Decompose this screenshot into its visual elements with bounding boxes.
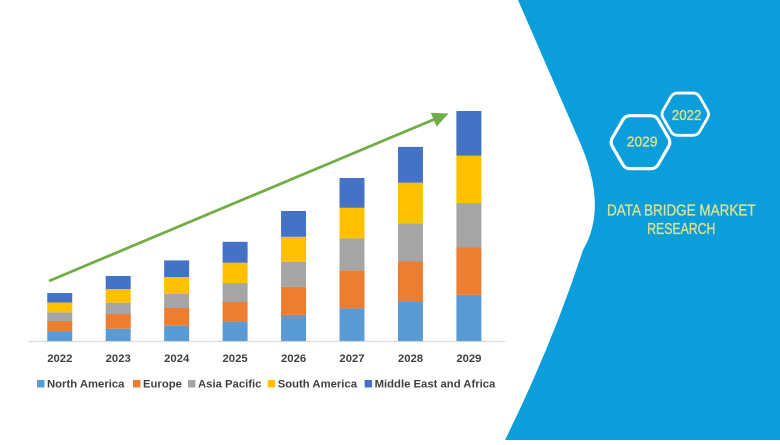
svg-text:2029: 2029 bbox=[627, 133, 658, 150]
svg-text:North America: North America bbox=[47, 378, 125, 390]
svg-text:2026: 2026 bbox=[281, 353, 306, 365]
svg-text:Middle East and Africa: Middle East and Africa bbox=[375, 378, 496, 390]
svg-text:Europe: Europe bbox=[143, 378, 182, 390]
svg-text:RESEARCH: RESEARCH bbox=[647, 221, 715, 238]
svg-text:South America: South America bbox=[278, 378, 358, 390]
svg-text:2022: 2022 bbox=[672, 107, 702, 124]
svg-text:DATA BRIDGE MARKET: DATA BRIDGE MARKET bbox=[607, 203, 756, 220]
svg-text:2023: 2023 bbox=[106, 353, 131, 365]
svg-text:Asia Pacific: Asia Pacific bbox=[198, 378, 261, 390]
svg-text:2027: 2027 bbox=[339, 353, 364, 365]
svg-text:2025: 2025 bbox=[223, 353, 248, 365]
svg-text:2028: 2028 bbox=[398, 353, 423, 365]
svg-text:2024: 2024 bbox=[164, 353, 190, 365]
svg-text:2029: 2029 bbox=[456, 353, 481, 365]
svg-text:2022: 2022 bbox=[47, 353, 72, 365]
